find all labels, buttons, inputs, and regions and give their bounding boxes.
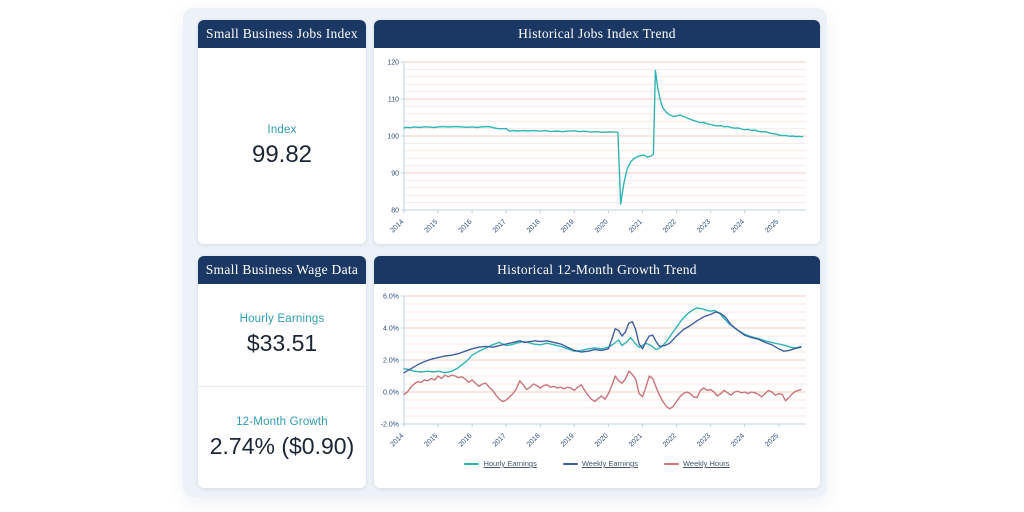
y-tick-label: 6.0%: [383, 294, 399, 301]
x-tick-label: 2025: [764, 218, 780, 234]
x-tick-label: 2024: [730, 218, 746, 234]
x-tick-label: 2022: [662, 432, 678, 448]
index-value: 99.82: [251, 140, 313, 168]
legend-dash-icon: [562, 462, 578, 465]
x-tick-label: 2019: [560, 432, 576, 448]
x-tick-label: 2020: [594, 432, 610, 448]
series-line-weekly-earnings: [403, 311, 802, 374]
x-tick-label: 2020: [594, 218, 610, 234]
x-tick-label: 2015: [424, 432, 440, 448]
y-tick-label: 0.0%: [383, 390, 399, 397]
x-tick-label: 2018: [526, 218, 542, 234]
growth-trend-card: Historical 12-Month Growth Trend -2.0% 0.…: [374, 256, 820, 488]
y-tick-label: 90: [391, 171, 399, 178]
y-tick-label: 2.0%: [383, 358, 399, 365]
x-tick-label: 2014: [389, 432, 405, 448]
y-tick-label: -2.0%: [381, 422, 399, 429]
legend-label: Weekly Hours: [682, 459, 730, 468]
x-tick-label: 2016: [458, 218, 474, 234]
x-tick-label: 2023: [696, 432, 712, 448]
chart-legend: Hourly Earnings Weekly Earnings Weekly Hou…: [374, 459, 820, 468]
x-tick-label: 2022: [662, 218, 678, 234]
x-tick-label: 2021: [628, 218, 644, 234]
hourly-earnings-value: $33.51: [246, 330, 318, 356]
legend-label: Hourly Earnings: [483, 459, 537, 468]
x-tick-label: 2023: [696, 218, 712, 234]
growth-trend-chart: -2.0% 0.0% 2.0% 4.0% 6.0% 2014 2015 2016 2017 201…: [374, 284, 820, 488]
twelve-month-growth-stat: 12-Month Growth 2.74% ($0.90): [198, 386, 366, 488]
jobs-index-trend-svg: 80 90 100 110 120 2014 2015 2016 2017 2018 2019 202…: [387, 60, 806, 234]
series-line-hourly-earnings: [403, 307, 802, 374]
twelve-month-growth-label: 12-Month Growth: [236, 415, 328, 428]
x-tick-label: 2024: [730, 432, 746, 448]
x-tick-label: 2025: [764, 432, 780, 448]
hourly-earnings-label: Hourly Earnings: [239, 313, 325, 325]
twelve-month-growth-value: 2.74% ($0.90): [209, 432, 355, 459]
x-tick-label: 2016: [458, 432, 474, 448]
y-tick-label: 100: [387, 134, 399, 141]
x-tick-label: 2018: [526, 432, 542, 448]
hourly-earnings-stat: Hourly Earnings $33.51: [198, 284, 366, 386]
jobs-trend-card-title: Historical Jobs Index Trend: [374, 20, 820, 48]
wage-data-card-title: Small Business Wage Data: [198, 256, 366, 284]
legend-label: Weekly Earnings: [581, 459, 638, 468]
dashboard-panel: Small Business Jobs Index Index 99.82 Hi…: [183, 8, 827, 497]
x-tick-label: 2014: [389, 218, 405, 234]
jobs-index-card-title: Small Business Jobs Index: [198, 20, 366, 48]
wage-data-card: Small Business Wage Data Hourly Earnings…: [198, 256, 366, 488]
legend-dash-icon: [464, 462, 480, 465]
y-tick-label: 120: [387, 60, 399, 67]
legend-item-weekly-hours[interactable]: Weekly Hours: [663, 459, 730, 468]
x-tick-label: 2017: [492, 218, 508, 234]
growth-trend-svg: -2.0% 0.0% 2.0% 4.0% 6.0% 2014 2015 2016 2017 201…: [381, 294, 806, 448]
jobs-index-card-body: Index 99.82: [198, 48, 366, 244]
jobs-trend-card: Historical Jobs Index Trend 80 90 100 110 12…: [374, 20, 820, 244]
jobs-index-trend-chart: 80 90 100 110 120 2014 2015 2016 2017 2018 2019 202…: [374, 48, 820, 244]
y-tick-label: 4.0%: [383, 326, 399, 333]
x-tick-label: 2015: [424, 218, 440, 234]
x-tick-label: 2017: [492, 432, 508, 448]
jobs-index-card: Small Business Jobs Index Index 99.82: [198, 20, 366, 244]
index-label: Index: [267, 123, 297, 136]
legend-dash-icon: [663, 462, 679, 465]
series-line-jobs-index: [403, 69, 804, 205]
legend-item-weekly-earnings[interactable]: Weekly Earnings: [562, 459, 638, 468]
growth-trend-card-title: Historical 12-Month Growth Trend: [374, 256, 820, 284]
y-tick-label: 110: [388, 97, 399, 104]
x-tick-label: 2019: [560, 218, 576, 234]
x-tick-label: 2021: [628, 432, 644, 448]
y-tick-label: 80: [391, 208, 399, 215]
series-line-weekly-hours: [403, 370, 802, 410]
legend-item-hourly-earnings[interactable]: Hourly Earnings: [464, 459, 537, 468]
